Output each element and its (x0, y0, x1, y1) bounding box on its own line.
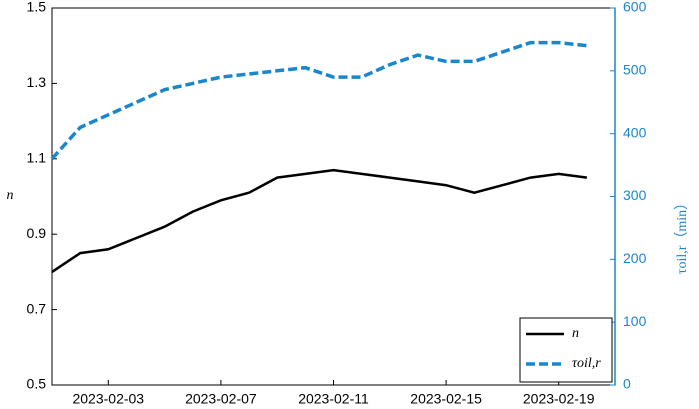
x-tick-label: 2023-02-19 (523, 391, 595, 407)
y-axis-label: n (7, 188, 14, 203)
series-line (50, 40, 588, 160)
y2-tick-label: 100 (623, 313, 647, 329)
y2-tick-label: 200 (623, 250, 647, 266)
y2-tick-label: 300 (623, 187, 647, 203)
legend-box (519, 317, 613, 383)
y-tick-label: 0.5 (27, 376, 47, 392)
y-tick-label: 1.3 (27, 74, 47, 90)
y2-tick-label: 0 (623, 376, 631, 392)
series-line (51, 168, 588, 273)
y-tick-label: 0.9 (27, 225, 47, 241)
y-tick-label: 0.7 (27, 300, 47, 316)
y2-tick-label: 400 (623, 124, 647, 140)
y2-tick-label: 500 (623, 62, 647, 78)
legend-label: τoil,r (572, 356, 601, 371)
y2-tick-label: 600 (623, 0, 647, 15)
x-tick-label: 2023-02-15 (410, 391, 482, 407)
x-tick-label: 2023-02-03 (72, 391, 144, 407)
y-tick-label: 1.5 (27, 0, 47, 15)
x-tick-label: 2023-02-07 (185, 391, 257, 407)
legend-label: n (572, 326, 579, 341)
x-tick-label: 2023-02-11 (298, 391, 369, 407)
y-tick-label: 1.1 (27, 150, 47, 166)
y2-axis-label: τoil,r（min） (674, 196, 690, 274)
